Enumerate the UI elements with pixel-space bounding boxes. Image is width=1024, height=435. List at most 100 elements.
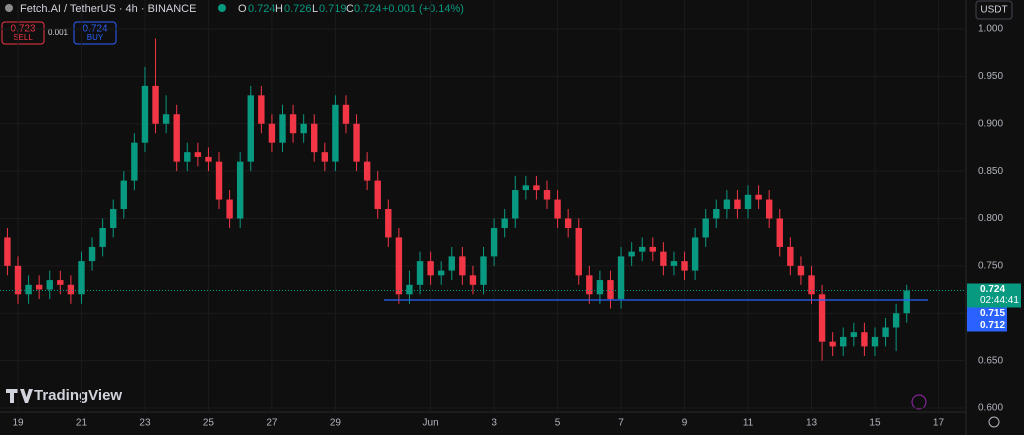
candle-body <box>141 85 149 143</box>
candle-body <box>459 256 466 276</box>
o-value: 0.724 <box>248 3 276 15</box>
x-tick-label: 7 <box>618 418 624 429</box>
candle-body <box>660 251 667 266</box>
x-tick-label: 15 <box>869 418 881 429</box>
candle-body <box>25 284 32 295</box>
candle-body <box>363 161 371 181</box>
candle-body <box>268 123 276 143</box>
candle-body <box>4 237 11 266</box>
candle-body <box>607 280 614 300</box>
c-value: 0.724 <box>354 3 382 15</box>
candle-body <box>512 190 519 219</box>
x-tick-label: 3 <box>491 418 497 429</box>
alert-icon[interactable] <box>911 394 927 410</box>
h-label: H <box>275 3 283 15</box>
candle-body <box>226 199 233 219</box>
price-marker <box>967 319 1007 332</box>
candle-body <box>173 114 180 162</box>
candle-body <box>554 199 561 219</box>
candle-body <box>321 152 329 162</box>
candle-body <box>681 261 688 271</box>
candle-body <box>385 209 392 238</box>
candle-body <box>808 275 815 295</box>
candle-body <box>713 209 720 219</box>
watermark: TradingView <box>34 387 122 404</box>
currency-box[interactable] <box>975 0 1013 20</box>
candle-body <box>628 251 635 257</box>
y-tick-label: 0.650 <box>978 355 1003 366</box>
x-tick-label: 19 <box>12 418 24 429</box>
y-tick-label: 0.600 <box>978 403 1003 414</box>
candle-body <box>406 284 413 295</box>
candle-body <box>78 261 85 295</box>
tv-logo <box>6 389 33 403</box>
candle-body <box>840 336 847 347</box>
candle-body <box>300 123 307 134</box>
candle-body <box>617 256 625 300</box>
candle-body <box>755 194 762 200</box>
candle-body <box>289 114 297 134</box>
candle-body <box>395 237 403 295</box>
candle-body <box>131 142 138 181</box>
sell-button[interactable] <box>1 21 45 45</box>
candle-body <box>35 284 43 290</box>
candle-body <box>765 199 773 219</box>
candle-body <box>311 123 318 153</box>
candle-body <box>818 294 826 342</box>
candle-body <box>88 246 96 262</box>
candle-body <box>215 161 223 200</box>
x-tick-label: 9 <box>682 418 688 429</box>
price-marker-label: 0.715 <box>980 308 1005 319</box>
x-tick-label: 29 <box>330 418 342 429</box>
y-tick-label: 0.800 <box>978 213 1003 224</box>
candle-body <box>57 280 64 285</box>
candle-body <box>67 284 75 295</box>
candle-body <box>575 227 582 276</box>
sell-label[interactable]: SELL <box>13 33 33 42</box>
buy-label[interactable]: BUY <box>87 33 104 42</box>
x-tick-label: 17 <box>933 418 945 429</box>
change: +0.001 (+0.14%) <box>382 3 464 15</box>
candle-body <box>46 280 53 290</box>
candle-body <box>438 270 445 276</box>
settings-icon[interactable] <box>988 416 1000 428</box>
candle-body <box>194 152 202 157</box>
symbol-title: Fetch.AI / TetherUS · 4h · BINANCE <box>20 3 196 15</box>
symbol-icon <box>5 4 13 12</box>
l-label: L <box>312 3 318 15</box>
last-price-label: 0.724 <box>980 284 1005 295</box>
x-tick-label: Jun <box>423 418 439 429</box>
x-tick-label: 11 <box>743 418 754 429</box>
candle-body <box>596 280 604 295</box>
candle-body <box>861 332 868 347</box>
candle-body <box>522 185 530 191</box>
candle-body <box>691 237 699 271</box>
candle-body <box>670 261 678 266</box>
y-tick-label: 0.750 <box>978 261 1003 272</box>
candle-body <box>152 85 159 124</box>
h-value: 0.726 <box>284 3 312 15</box>
candle-body <box>871 336 879 347</box>
x-tick-label: 13 <box>806 418 818 429</box>
candle-body <box>850 332 858 337</box>
candle-body <box>416 261 424 285</box>
market-status <box>218 4 226 12</box>
candle-body <box>353 123 360 162</box>
candle-body <box>490 227 498 257</box>
last-price-box <box>967 283 1021 308</box>
candle-body <box>744 194 752 210</box>
currency[interactable]: USDT <box>980 5 1007 16</box>
candle-body <box>374 180 381 210</box>
candle-body <box>723 199 731 210</box>
candle-body <box>649 246 656 252</box>
buy-button[interactable] <box>73 21 117 45</box>
candle-body <box>829 341 836 347</box>
candle-body <box>543 190 551 200</box>
y-tick-label: 1.000 <box>978 24 1003 35</box>
candle-body <box>892 313 900 328</box>
candle-body <box>564 218 572 228</box>
x-tick-label: 5 <box>555 418 561 429</box>
spread: 0.001 <box>48 28 69 37</box>
candle-body <box>332 104 339 162</box>
